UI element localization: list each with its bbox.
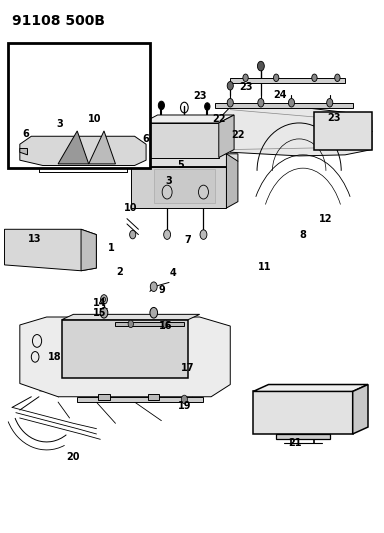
Text: 7: 7 [185, 235, 192, 245]
Text: 1: 1 [108, 243, 115, 253]
Circle shape [257, 61, 264, 71]
Circle shape [158, 101, 164, 110]
Text: 10: 10 [124, 203, 137, 213]
Polygon shape [227, 154, 238, 208]
Text: 6: 6 [22, 128, 29, 139]
Polygon shape [20, 149, 28, 155]
Circle shape [312, 74, 317, 82]
Polygon shape [219, 115, 234, 158]
Polygon shape [253, 384, 368, 391]
Text: 22: 22 [231, 130, 245, 140]
Circle shape [335, 74, 340, 82]
Polygon shape [5, 229, 96, 271]
Text: 24: 24 [273, 90, 287, 100]
Text: 14: 14 [93, 297, 107, 308]
Text: 15: 15 [93, 308, 107, 318]
Polygon shape [131, 154, 146, 160]
Text: 12: 12 [319, 214, 333, 224]
Circle shape [162, 185, 172, 199]
Polygon shape [20, 136, 146, 165]
Polygon shape [230, 78, 345, 83]
Text: 21: 21 [288, 438, 302, 448]
Polygon shape [223, 107, 372, 156]
Circle shape [130, 230, 136, 239]
Circle shape [162, 320, 168, 328]
Circle shape [258, 99, 264, 107]
Polygon shape [116, 322, 184, 326]
Polygon shape [20, 317, 230, 397]
Circle shape [200, 230, 207, 239]
Text: 5: 5 [177, 160, 184, 171]
Circle shape [150, 308, 157, 318]
Polygon shape [142, 115, 234, 123]
Text: 16: 16 [159, 321, 172, 331]
Text: 91108 500B: 91108 500B [12, 14, 105, 28]
Polygon shape [276, 434, 330, 439]
Polygon shape [62, 320, 188, 378]
Text: 6: 6 [143, 134, 149, 144]
Circle shape [227, 82, 233, 90]
Polygon shape [154, 168, 215, 203]
Polygon shape [62, 314, 200, 320]
Circle shape [327, 99, 333, 107]
Polygon shape [215, 103, 353, 108]
Circle shape [243, 74, 248, 82]
Text: 23: 23 [193, 91, 207, 101]
Circle shape [205, 103, 210, 110]
Text: 22: 22 [212, 114, 225, 124]
Polygon shape [253, 391, 353, 434]
Circle shape [164, 230, 170, 239]
Circle shape [128, 320, 134, 328]
Polygon shape [81, 229, 96, 271]
Polygon shape [353, 384, 368, 434]
Text: 3: 3 [166, 176, 172, 187]
Text: 11: 11 [258, 262, 271, 271]
Polygon shape [148, 394, 159, 400]
Text: 8: 8 [300, 230, 306, 240]
Circle shape [199, 185, 209, 199]
Circle shape [150, 282, 157, 292]
Text: 4: 4 [169, 268, 176, 278]
Text: 2: 2 [116, 267, 122, 277]
Text: 9: 9 [158, 286, 165, 295]
Circle shape [181, 395, 187, 403]
Polygon shape [142, 123, 219, 158]
Text: 23: 23 [327, 112, 340, 123]
Text: 18: 18 [48, 352, 61, 362]
Circle shape [100, 308, 108, 318]
Text: 10: 10 [88, 114, 101, 124]
Text: 23: 23 [239, 82, 252, 92]
Circle shape [101, 295, 108, 304]
Polygon shape [89, 131, 116, 164]
Text: 13: 13 [28, 234, 42, 244]
Text: 20: 20 [67, 452, 80, 462]
Circle shape [273, 74, 279, 82]
Polygon shape [98, 394, 110, 400]
Polygon shape [58, 131, 89, 164]
Text: 17: 17 [181, 362, 195, 373]
Bar [8, 43, 150, 168]
Polygon shape [131, 154, 238, 166]
Polygon shape [131, 166, 227, 208]
Text: 19: 19 [177, 401, 191, 411]
Polygon shape [77, 397, 204, 402]
Text: 3: 3 [56, 119, 63, 129]
Circle shape [288, 99, 295, 107]
Circle shape [227, 99, 233, 107]
Polygon shape [314, 112, 372, 150]
